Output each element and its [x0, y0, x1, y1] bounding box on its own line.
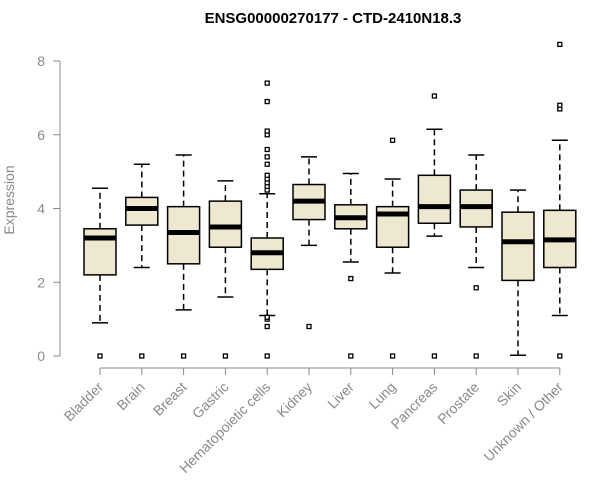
outlier-point — [264, 161, 270, 167]
box-breast — [166, 154, 201, 359]
outlier-point — [348, 275, 354, 282]
x-tick-label: Kidney — [274, 379, 316, 421]
x-tick-label: Unknown / Other — [480, 379, 566, 465]
x-tick-label: Prostate — [434, 379, 482, 427]
outlier-point — [264, 353, 270, 359]
y-axis-label: Expression — [1, 165, 17, 234]
y-tick-label: 2 — [37, 274, 45, 290]
box-gastric — [208, 180, 243, 359]
y-tick-label: 6 — [37, 127, 45, 143]
box-prostate — [459, 154, 493, 359]
outlier-point — [264, 172, 270, 178]
box-pancreas — [417, 93, 452, 359]
iqr-box — [208, 200, 243, 248]
outlier-point — [264, 323, 270, 330]
outlier-point — [557, 353, 563, 359]
box-bladder — [83, 187, 117, 359]
iqr-box — [417, 174, 452, 224]
box-kidney — [292, 156, 326, 330]
x-tick-label: Lung — [365, 379, 398, 412]
outlier-point — [389, 353, 396, 359]
box-unknown-other — [543, 41, 577, 359]
outlier-point — [264, 154, 270, 160]
box-brain — [125, 163, 159, 359]
outlier-point — [264, 98, 270, 105]
x-tick-label: Breast — [150, 379, 190, 419]
outlier-point — [264, 146, 270, 153]
outlier-point — [473, 285, 479, 291]
outlier-point — [389, 137, 396, 143]
x-tick-label: Bladder — [61, 379, 107, 425]
outlier-point — [264, 80, 270, 86]
outlier-point — [557, 41, 563, 48]
outlier-point — [264, 128, 270, 134]
y-tick-label: 0 — [37, 348, 45, 364]
iqr-box — [166, 205, 201, 265]
iqr-box — [501, 211, 535, 282]
box-skin — [501, 189, 535, 357]
outlier-point — [348, 353, 354, 359]
outlier-point — [139, 353, 145, 359]
outlier-point — [557, 102, 563, 108]
outlier-point — [264, 314, 270, 320]
chart-title: ENSG00000270177 - CTD-2410N18.3 — [205, 10, 462, 27]
x-tick-label: Brain — [113, 379, 147, 413]
x-tick-label: Liver — [324, 379, 357, 412]
outlier-point — [222, 353, 229, 359]
outlier-point — [473, 353, 479, 359]
box-lung — [375, 137, 410, 359]
iqr-box — [125, 196, 159, 226]
box-hematopoietic-cells — [250, 80, 284, 359]
box-liver — [334, 172, 368, 359]
y-tick-label: 8 — [37, 53, 45, 69]
outlier-point — [306, 323, 312, 330]
outlier-point — [431, 93, 438, 99]
outlier-point — [431, 353, 438, 359]
y-axis: 0 2 4 6 8 — [37, 53, 61, 364]
boxes-group — [83, 41, 577, 359]
outlier-point — [180, 353, 187, 359]
x-tick-label: Skin — [494, 379, 525, 410]
outlier-point — [97, 353, 103, 359]
y-tick-label: 4 — [37, 201, 45, 217]
